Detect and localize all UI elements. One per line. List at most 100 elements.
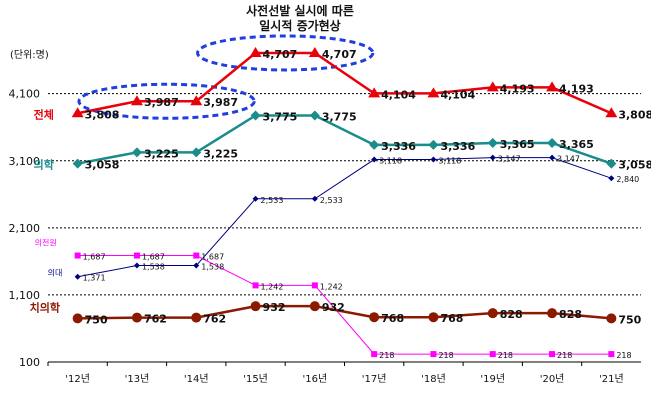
data-label: 1,687 (142, 253, 165, 262)
data-label: 762 (203, 313, 226, 326)
data-point (606, 313, 617, 324)
data-label: 3,775 (322, 110, 357, 123)
data-label: 1,687 (83, 253, 106, 262)
highlight-ellipse (196, 34, 375, 72)
data-point (133, 262, 140, 269)
series-치의학 (72, 301, 617, 324)
data-label: 3,058 (85, 159, 120, 172)
data-point (71, 107, 84, 118)
y-tick-label: 2,100 (9, 222, 41, 235)
data-label: 218 (616, 351, 631, 360)
data-label: 3,775 (263, 110, 298, 123)
data-point (131, 312, 142, 323)
data-label: 4,104 (381, 88, 416, 101)
data-label: 3,336 (440, 140, 475, 153)
data-point (308, 46, 321, 57)
data-point (74, 252, 81, 259)
data-label: 218 (438, 351, 453, 360)
series-line (77, 114, 612, 165)
data-label: 1,242 (320, 282, 343, 291)
chart-title-line-1: 사전선발 실시에 따른 (246, 3, 354, 18)
data-point (309, 110, 320, 121)
data-point (311, 282, 318, 289)
data-label: 3,118 (379, 157, 402, 166)
data-point (252, 195, 259, 202)
data-point (191, 147, 202, 158)
chart-title-line-2: 일시적 증가현상 (259, 18, 340, 33)
data-point (486, 81, 499, 92)
data-point (193, 252, 200, 259)
series-전체 (71, 46, 618, 118)
data-label: 3,118 (438, 157, 461, 166)
x-tick-label: '14년 (184, 373, 209, 385)
highlight-ellipse (77, 82, 256, 120)
x-tick-label: '20년 (540, 373, 565, 385)
data-point (190, 95, 203, 106)
data-point (371, 351, 378, 358)
data-label: 828 (559, 308, 582, 321)
series-name-label: 의학 (34, 158, 54, 172)
data-label: 3,987 (144, 96, 179, 109)
y-tick-label: 3,100 (9, 155, 41, 168)
x-tick-label: '15년 (243, 373, 268, 385)
y-tick-label: 1,100 (9, 289, 41, 302)
data-point (368, 87, 381, 98)
data-label: 2,840 (616, 175, 639, 184)
data-label: 1,538 (201, 263, 224, 272)
series-line (77, 157, 612, 278)
data-label: 4,707 (263, 48, 298, 61)
data-point (487, 137, 498, 148)
data-point (549, 154, 556, 161)
x-tick-label: '21년 (599, 373, 624, 385)
series-의대 (74, 154, 615, 280)
data-label: 932 (263, 301, 286, 314)
data-label: 750 (85, 313, 108, 326)
data-point (252, 282, 259, 289)
data-label: 3,365 (500, 138, 535, 151)
data-label: 2,533 (261, 196, 284, 205)
data-point (428, 139, 439, 150)
data-point (489, 154, 496, 161)
data-point (371, 156, 378, 163)
data-point (605, 107, 618, 118)
data-point (430, 351, 437, 358)
data-label: 3,147 (498, 155, 521, 164)
data-point (72, 158, 83, 169)
data-label: 3,225 (203, 147, 238, 160)
data-point (487, 308, 498, 319)
data-point (547, 137, 558, 148)
series-line (77, 51, 612, 115)
data-point (547, 308, 558, 319)
x-tick-label: '18년 (421, 373, 446, 385)
y-tick-label: 100 (19, 356, 40, 369)
data-point (250, 301, 261, 312)
data-label: 3,147 (557, 155, 580, 164)
data-label: 750 (618, 313, 641, 326)
data-point (130, 95, 143, 106)
data-label: 4,193 (559, 82, 594, 95)
x-tick-label: '13년 (125, 373, 150, 385)
data-label: 3,808 (85, 108, 120, 121)
data-label: 3,365 (559, 138, 594, 151)
data-label: 768 (440, 312, 463, 325)
x-tick-label: '19년 (480, 373, 505, 385)
data-point (606, 158, 617, 169)
data-label: 218 (379, 351, 394, 360)
series-의전원 (74, 252, 615, 358)
series-name-label: 전체 (34, 107, 54, 121)
data-point (133, 252, 140, 259)
data-point (489, 351, 496, 358)
data-point (369, 139, 380, 150)
data-label: 4,104 (440, 88, 475, 101)
data-label: 4,707 (322, 48, 357, 61)
data-point (191, 312, 202, 323)
data-point (608, 175, 615, 182)
data-label: 3,987 (203, 96, 238, 109)
data-label: 218 (498, 351, 513, 360)
y-tick-label: 4,100 (9, 88, 41, 101)
data-label: 1,371 (83, 274, 106, 283)
data-point (131, 147, 142, 158)
x-tick-label: '16년 (303, 373, 328, 385)
series-의학 (72, 110, 617, 169)
x-tick-label: '12년 (65, 373, 90, 385)
